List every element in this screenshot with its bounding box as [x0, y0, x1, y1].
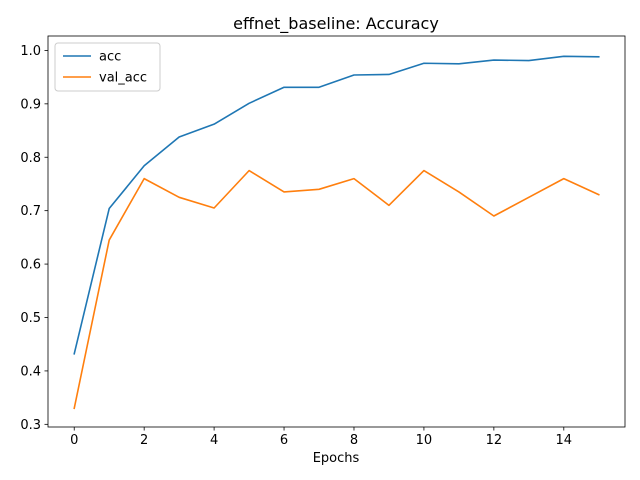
x-tick-label: 4 [210, 433, 218, 448]
y-tick-label: 0.4 [20, 364, 41, 379]
axes-layer: 0 2 4 6 8 10 12 14 0.3 0.4 0.5 0.6 0.7 0.8 0.9 1.0 [20, 35, 626, 448]
y-tick-label: 0.5 [20, 311, 41, 326]
series-line-val-acc [73, 169, 600, 410]
legend: acc val_acc [54, 42, 161, 92]
x-tick-label: 6 [280, 433, 288, 448]
y-tick-label: 0.7 [20, 204, 41, 219]
x-tick-label: 0 [70, 433, 78, 448]
x-tick-label: 14 [556, 433, 573, 448]
series-line-acc [73, 55, 600, 355]
plot-frame [47, 35, 626, 428]
x-tick-label: 10 [416, 433, 433, 448]
y-tick-label: 0.6 [20, 258, 41, 273]
y-tick-label: 0.3 [20, 418, 41, 433]
chart-title: effnet_baseline: Accuracy [233, 14, 439, 34]
x-axis-title: Epochs [313, 451, 360, 466]
legend-label-acc: acc [99, 50, 121, 65]
y-tick-label: 0.8 [20, 151, 41, 166]
x-tick-label: 2 [140, 433, 148, 448]
legend-box [54, 42, 161, 92]
series-layer [73, 55, 600, 410]
y-tick-label: 0.9 [20, 97, 41, 112]
x-tick-label: 12 [486, 433, 503, 448]
legend-label-val-acc: val_acc [99, 71, 147, 86]
x-tick-label: 8 [350, 433, 358, 448]
y-tick-label: 1.0 [20, 44, 41, 59]
